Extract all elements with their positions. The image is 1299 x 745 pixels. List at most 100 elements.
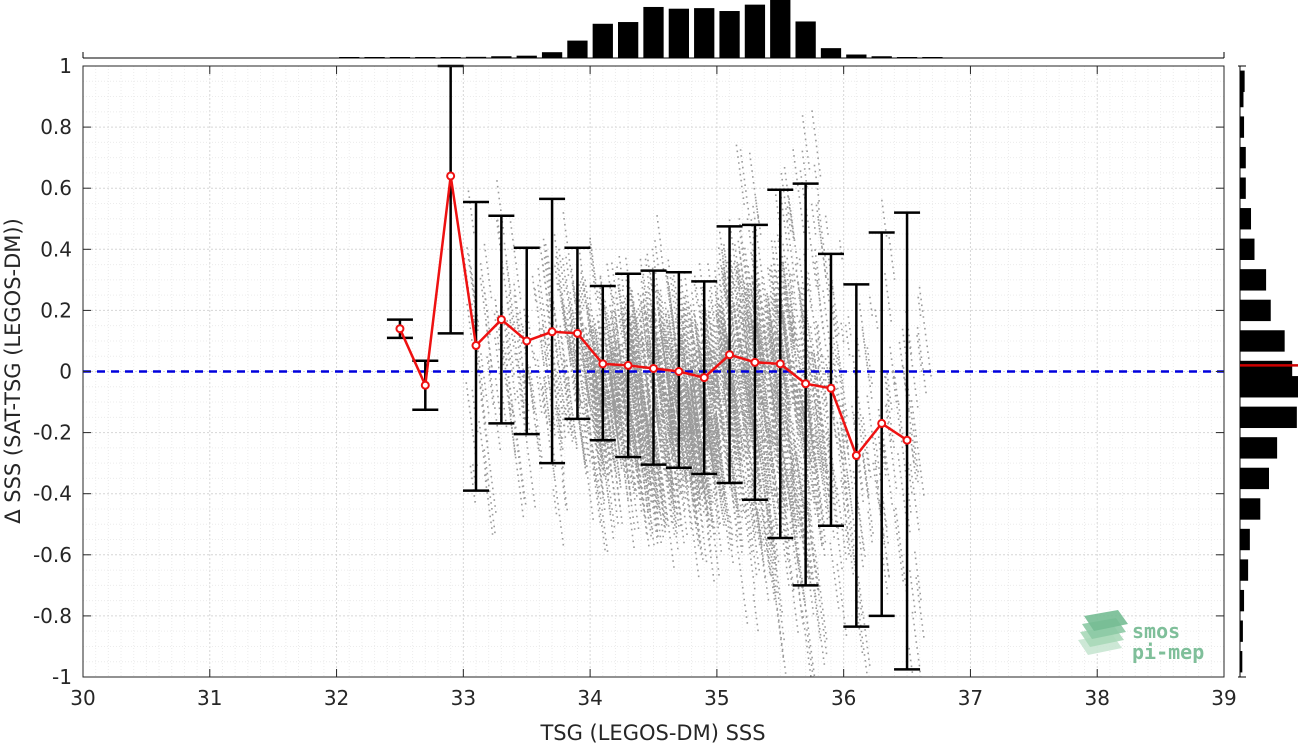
mean-point <box>877 418 887 428</box>
mean-point <box>420 380 430 390</box>
top-histogram-bar <box>339 57 360 58</box>
right-histogram <box>1238 65 1298 678</box>
logo-line-2: pi-mep <box>1132 640 1204 664</box>
logo-layers-icon <box>1078 610 1128 655</box>
top-histogram-bar <box>415 57 436 58</box>
top-histogram-bar <box>871 56 892 58</box>
right-histogram-bar <box>1240 651 1243 673</box>
y-tick-labels: 1 0.8 0.6 0.4 0.2 0 -0.2 -0.4 -0.6 -0.8 -1 <box>33 54 72 689</box>
right-histogram-bar <box>1240 589 1245 612</box>
top-histogram-bar <box>491 56 512 58</box>
right-histogram-bar <box>1240 299 1271 322</box>
right-histogram-bar <box>1240 116 1245 138</box>
mean-point <box>572 328 582 338</box>
mean-point <box>826 383 836 393</box>
right-histogram-bar <box>1240 70 1245 92</box>
mean-point <box>522 336 532 346</box>
x-tick-label: 37 <box>958 686 983 710</box>
top-histogram-bar <box>846 54 867 58</box>
top-histogram-bar <box>643 6 664 59</box>
scatter-cloud <box>463 110 932 677</box>
y-tick-label: 0.8 <box>40 115 72 139</box>
top-histogram-bar <box>694 8 715 59</box>
x-tick-labels: 30 31 32 33 34 35 36 37 38 39 <box>70 686 1236 710</box>
scatter-points <box>463 110 932 677</box>
bin-mean-series <box>395 171 912 461</box>
y-tick-label: -0.8 <box>33 604 72 628</box>
right-histogram-bar <box>1240 269 1267 291</box>
mean-point <box>674 367 684 376</box>
right-histogram-bar <box>1240 406 1297 429</box>
mean-point <box>801 379 811 389</box>
top-histogram-bar <box>516 55 537 58</box>
axis-ticks <box>82 65 1225 678</box>
top-histogram-bar <box>820 48 842 58</box>
mean-point <box>725 350 735 360</box>
y-tick-label: 0 <box>59 360 72 384</box>
mean-point <box>902 435 912 445</box>
mean-point <box>446 171 456 181</box>
top-histogram-bar <box>364 57 385 58</box>
mean-point <box>598 359 608 369</box>
top-histogram-bar <box>795 21 816 58</box>
right-histogram-bar <box>1240 467 1269 490</box>
mean-point <box>699 373 709 383</box>
mean-point <box>775 359 785 369</box>
y-tick-label: 0.2 <box>40 298 72 322</box>
top-histogram-bar <box>541 52 563 58</box>
x-tick-label: 33 <box>451 686 476 710</box>
top-histogram-bar <box>896 57 918 58</box>
x-tick-label: 35 <box>704 686 729 710</box>
top-histogram-bar <box>440 57 461 58</box>
right-histogram-bar <box>1240 146 1246 169</box>
logo-line-1: smos <box>1132 619 1180 643</box>
y-tick-label: -1 <box>52 665 72 689</box>
right-histogram-bar <box>1240 177 1246 199</box>
x-tick-label: 34 <box>577 686 602 710</box>
mean-point <box>395 324 405 334</box>
mean-point <box>750 357 760 367</box>
right-histogram-bar <box>1240 620 1243 642</box>
x-tick-label: 32 <box>324 686 349 710</box>
top-histogram-bar <box>618 22 639 58</box>
right-histogram-bar <box>1240 437 1278 459</box>
mean-point <box>471 341 481 351</box>
top-histogram-bar <box>668 8 689 58</box>
top-histogram-bar <box>922 57 943 58</box>
right-histogram-bar <box>1240 498 1261 520</box>
mean-point <box>851 451 861 461</box>
y-tick-label: 0.6 <box>40 176 72 200</box>
top-histogram <box>82 0 1225 59</box>
y-tick-label: -0.2 <box>33 421 72 445</box>
top-histogram-bar <box>465 56 487 58</box>
top-histogram-bar <box>592 23 613 59</box>
y-tick-label: 0.4 <box>40 237 72 261</box>
top-histogram-bar <box>389 57 411 58</box>
x-tick-label: 36 <box>831 686 856 710</box>
y-axis-title: Δ SSS (SAT-TSG (LEGOS-DM)) <box>1 218 25 524</box>
top-histogram-bar <box>770 0 791 58</box>
y-tick-label: -0.4 <box>33 482 72 506</box>
right-histogram-bar <box>1240 208 1252 230</box>
mean-point <box>547 327 557 337</box>
mean-point <box>496 315 506 325</box>
right-histogram-bar <box>1240 559 1249 581</box>
mean-point <box>623 360 633 370</box>
top-histogram-bar <box>719 11 740 58</box>
top-histogram-bar <box>567 40 588 58</box>
right-histogram-bar <box>1240 528 1250 551</box>
top-histogram-bar <box>744 4 766 59</box>
y-tick-label: -0.6 <box>33 543 72 567</box>
right-histogram-bar <box>1240 376 1298 398</box>
smos-pi-mep-logo: smos pi-mep <box>1078 610 1204 664</box>
mean-point <box>649 363 658 373</box>
x-tick-label: 39 <box>1211 686 1236 710</box>
x-tick-label: 30 <box>70 686 95 710</box>
x-tick-label: 38 <box>1084 686 1109 710</box>
x-tick-label: 31 <box>197 686 222 710</box>
right-histogram-bar <box>1240 238 1255 260</box>
y-tick-label: 1 <box>59 54 72 78</box>
x-axis-title: TSG (LEGOS-DM) SSS <box>539 721 765 745</box>
right-histogram-bar <box>1240 330 1285 352</box>
